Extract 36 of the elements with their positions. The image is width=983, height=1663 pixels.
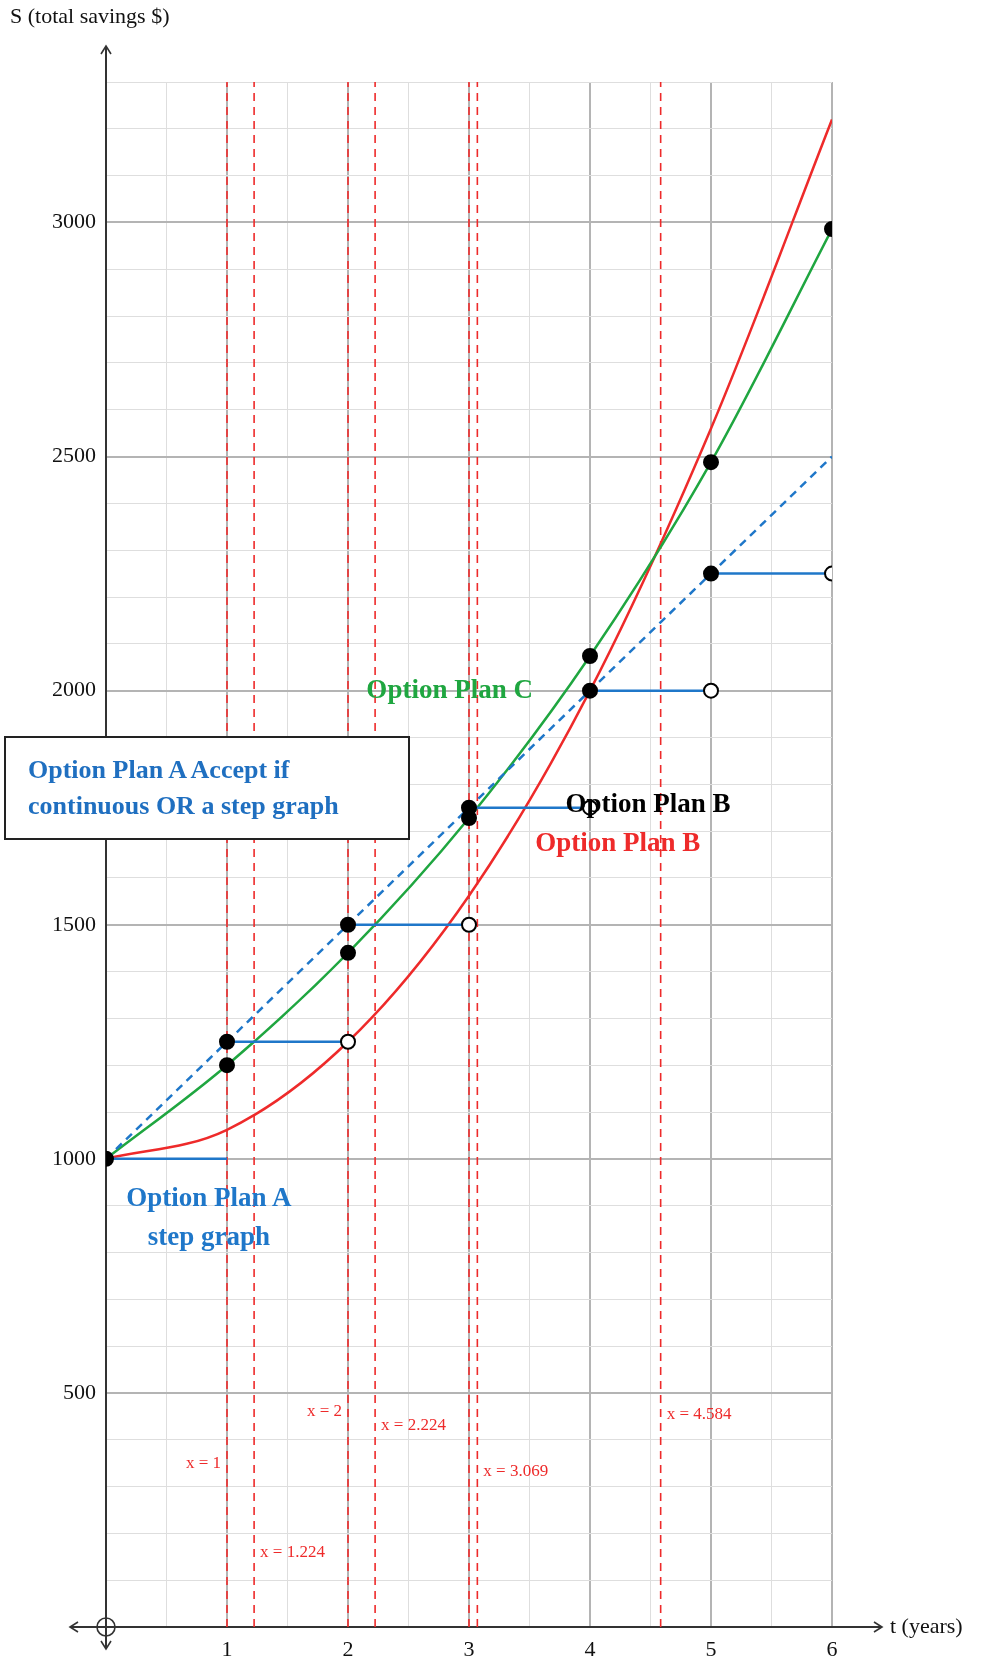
x-tick-label: 4 — [584, 1635, 596, 1661]
point — [703, 454, 719, 471]
y-tick-label: 1500 — [52, 910, 96, 936]
y-tick-label: 3000 — [52, 208, 96, 234]
x-axis-title: t (years) — [890, 1612, 963, 1638]
series-label: Option Plan B — [535, 827, 701, 858]
y-tick-label: 1000 — [52, 1144, 96, 1170]
point — [340, 1033, 356, 1050]
x-tick-label: 3 — [463, 1635, 475, 1661]
x-tick-label: 5 — [705, 1635, 717, 1661]
series-label: Option Plan A step graph — [126, 1182, 292, 1252]
series-label: Option Plan C — [366, 673, 533, 704]
y-axis-title: S (total savings $) — [10, 2, 170, 28]
point — [582, 647, 598, 664]
y-tick-label: 500 — [63, 1378, 96, 1404]
point — [219, 1057, 235, 1074]
point — [461, 916, 477, 933]
point — [703, 682, 719, 699]
x-tick-label: 2 — [342, 1635, 354, 1661]
ref-line-label: x = 3.069 — [483, 1460, 549, 1480]
point — [219, 1033, 235, 1050]
ref-line-label: x = 2.224 — [381, 1415, 447, 1435]
point — [340, 944, 356, 961]
ref-line-label: x = 2 — [306, 1401, 342, 1421]
y-tick-label: 2000 — [52, 676, 96, 702]
note-box: Option Plan A Accept if continuous OR a step graph — [4, 736, 410, 840]
x-tick-label: 6 — [826, 1635, 838, 1661]
ref-line-label: x = 4.584 — [666, 1404, 732, 1424]
annotation: Option Plan B — [565, 788, 731, 819]
point — [703, 565, 719, 582]
x-tick-label: 1 — [221, 1635, 233, 1661]
point — [582, 682, 598, 699]
ref-line-label: x = 1.224 — [260, 1541, 326, 1561]
y-tick-label: 2500 — [52, 442, 96, 468]
point — [340, 916, 356, 933]
ref-line-label: x = 1 — [185, 1452, 221, 1472]
